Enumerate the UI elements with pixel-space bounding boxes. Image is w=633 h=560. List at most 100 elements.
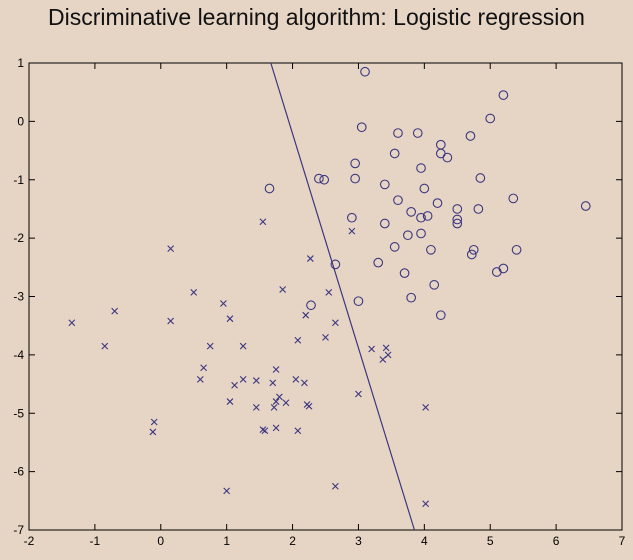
x-point bbox=[206, 342, 214, 350]
x-point bbox=[270, 404, 278, 411]
decision-boundary-line bbox=[270, 62, 416, 531]
x-point bbox=[368, 345, 376, 353]
circle-point bbox=[416, 228, 426, 239]
x-tick-label: 1 bbox=[223, 534, 230, 548]
circle-point bbox=[442, 152, 453, 163]
x-point bbox=[261, 427, 269, 435]
y-tick-label: -7 bbox=[13, 523, 24, 537]
x-point bbox=[325, 289, 333, 296]
circle-point bbox=[580, 201, 591, 211]
circle-point bbox=[422, 211, 433, 221]
circle-point bbox=[416, 163, 426, 173]
x-tick-label: 6 bbox=[553, 534, 560, 548]
circle-point bbox=[419, 183, 430, 194]
x-point bbox=[68, 319, 76, 327]
circle-point bbox=[473, 204, 484, 214]
circle-point bbox=[416, 212, 426, 223]
slide-title: Discriminative learning algorithm: Logis… bbox=[48, 4, 585, 30]
circle-point bbox=[475, 173, 486, 183]
x-point bbox=[226, 315, 234, 323]
x-point bbox=[111, 307, 119, 315]
boundary-layer bbox=[270, 62, 416, 531]
x-point bbox=[275, 393, 283, 401]
x-point bbox=[379, 356, 387, 363]
x-point bbox=[252, 377, 260, 384]
x-point bbox=[422, 500, 430, 508]
circle-point bbox=[491, 267, 502, 277]
x-point bbox=[231, 381, 238, 389]
circle-point bbox=[406, 207, 417, 217]
circle-point bbox=[353, 296, 364, 307]
x-point bbox=[294, 336, 302, 344]
y-tick-label: -6 bbox=[13, 465, 24, 479]
x-tick-label: 2 bbox=[289, 534, 296, 548]
circle-point bbox=[465, 131, 476, 141]
circle-point bbox=[393, 128, 403, 138]
x-point bbox=[292, 376, 300, 383]
circle-point bbox=[435, 139, 446, 150]
x-point bbox=[348, 227, 356, 235]
circle-point bbox=[347, 212, 357, 223]
y-tick-label: -1 bbox=[13, 173, 24, 187]
circle-point bbox=[498, 90, 509, 100]
x-point bbox=[272, 366, 280, 373]
x-tick-label: 4 bbox=[421, 534, 428, 548]
circle-point bbox=[466, 249, 477, 260]
x-point bbox=[167, 317, 175, 325]
circle-point bbox=[452, 218, 463, 229]
circle-point bbox=[389, 242, 400, 252]
x-point bbox=[223, 487, 231, 495]
x-point bbox=[306, 255, 314, 262]
x-point bbox=[219, 300, 227, 307]
x-tick-label: -2 bbox=[24, 534, 35, 548]
x-point bbox=[279, 286, 287, 293]
circle-point bbox=[319, 174, 330, 185]
y-tick-label: -5 bbox=[13, 406, 24, 420]
x-point bbox=[355, 390, 362, 398]
x-point bbox=[259, 218, 267, 226]
circle-point bbox=[350, 173, 361, 184]
circle-point bbox=[429, 279, 440, 290]
circle-point bbox=[306, 300, 316, 311]
circle-point bbox=[426, 244, 436, 255]
x-point bbox=[302, 311, 310, 319]
circle-point bbox=[435, 148, 446, 159]
x-point bbox=[382, 344, 390, 352]
circle-point bbox=[264, 183, 275, 194]
x-point bbox=[149, 428, 157, 436]
x-point bbox=[150, 418, 158, 426]
circle-point bbox=[452, 204, 463, 214]
x-point bbox=[239, 342, 247, 350]
circle-point bbox=[435, 310, 446, 321]
x-point bbox=[196, 376, 204, 383]
circle-point bbox=[468, 244, 479, 255]
y-tick-label: 1 bbox=[17, 56, 24, 70]
plot-frame bbox=[28, 62, 623, 531]
circle-point bbox=[373, 257, 384, 268]
x-point bbox=[269, 379, 277, 387]
x-tick-label: 5 bbox=[487, 534, 494, 548]
x-point bbox=[422, 404, 430, 411]
data-points bbox=[68, 66, 591, 508]
circle-point bbox=[452, 214, 463, 225]
circle-point bbox=[379, 179, 390, 190]
circle-point bbox=[330, 259, 341, 270]
circle-point bbox=[389, 148, 400, 159]
circle-point bbox=[406, 292, 417, 303]
circle-point bbox=[399, 268, 410, 279]
x-point bbox=[252, 404, 260, 411]
x-point bbox=[331, 319, 339, 327]
circle-point bbox=[350, 158, 361, 169]
circle-point bbox=[379, 218, 390, 229]
circle-point bbox=[360, 66, 370, 77]
circle-point bbox=[432, 198, 443, 208]
circle-point bbox=[498, 263, 509, 274]
x-tick-label: 0 bbox=[157, 534, 164, 548]
x-point bbox=[272, 398, 280, 405]
x-point bbox=[239, 376, 247, 383]
x-point bbox=[190, 289, 198, 296]
circle-point bbox=[403, 230, 413, 241]
circle-point bbox=[356, 122, 367, 133]
circle-point bbox=[485, 113, 496, 124]
